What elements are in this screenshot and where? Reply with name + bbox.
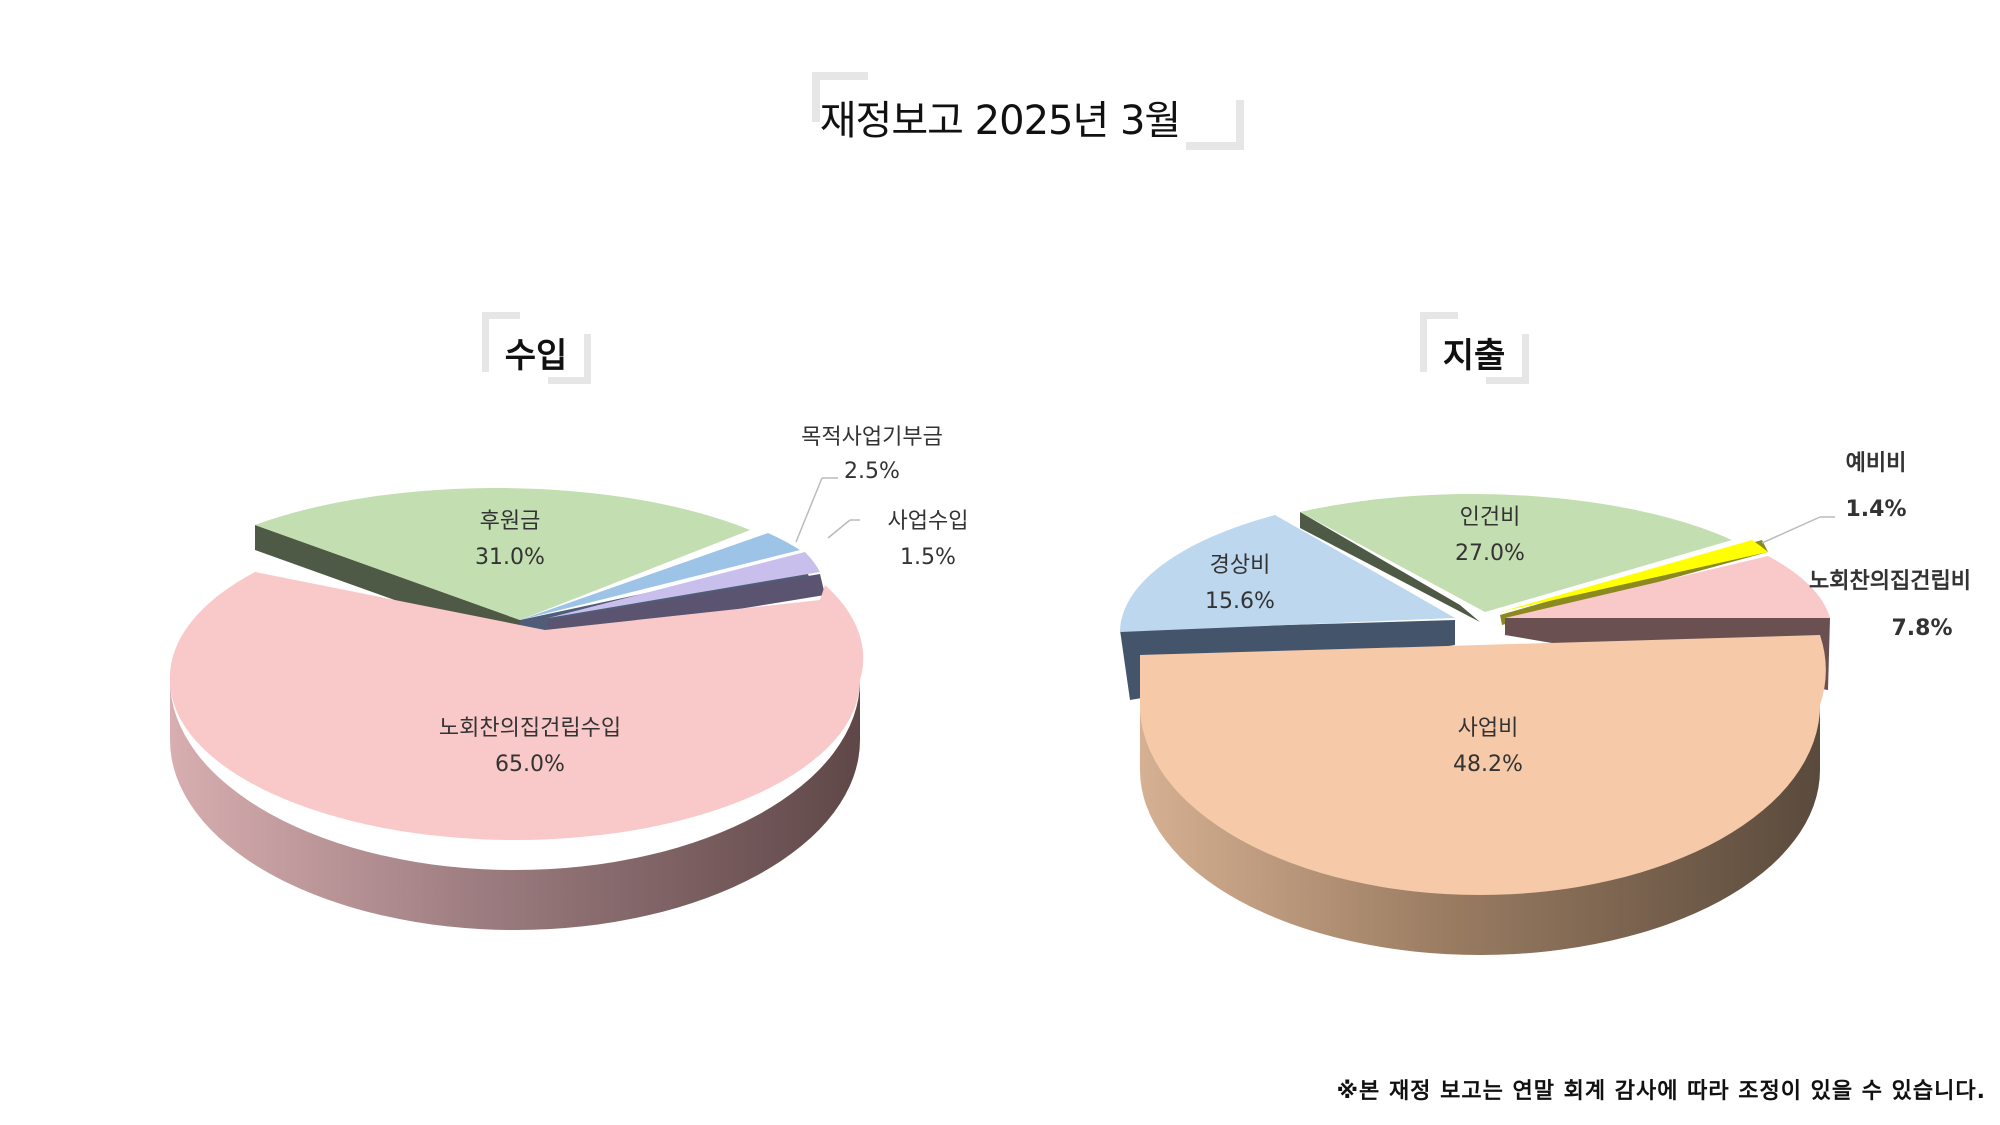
data-label-labor-cost: 인건비 xyxy=(1460,505,1521,530)
data-value-reserve: 1.4% xyxy=(1845,497,1906,522)
slice-house-fund xyxy=(169,572,864,840)
data-label-business-income: 사업수입 xyxy=(888,509,969,534)
data-label-operating-cost: 경상비 xyxy=(1210,553,1271,578)
slice-business-income xyxy=(548,552,820,618)
slice-labor-cost xyxy=(1300,494,1732,612)
expense-pie xyxy=(1120,494,1835,955)
data-value-business-cost: 48.2% xyxy=(1453,752,1523,777)
data-value-purpose-donation: 2.5% xyxy=(844,459,900,484)
data-label-business-cost: 사업비 xyxy=(1458,716,1519,741)
data-value-house-fund: 65.0% xyxy=(495,752,565,777)
title-bracket-decoration xyxy=(812,72,1244,150)
data-label-purpose-donation: 목적사업기부금 xyxy=(801,425,943,450)
slice-business-cost xyxy=(1140,635,1826,895)
slice-side-house-fund xyxy=(170,680,860,930)
expense-title-bracket xyxy=(1420,312,1529,384)
slice-operating-cost xyxy=(1120,515,1455,632)
footer-note: ※본 재정 보고는 연말 회계 감사에 따라 조정이 있을 수 있습니다. xyxy=(1336,1079,1986,1104)
slice-side-business-cost xyxy=(1140,705,1820,955)
page-title: 재정보고 2025년 3월 xyxy=(819,98,1181,144)
data-value-labor-cost: 27.0% xyxy=(1455,541,1525,566)
data-label-house-construction: 노회찬의집건립비 xyxy=(1809,569,1971,594)
slice-house-construction xyxy=(1505,556,1830,618)
revenue-slice-labels: 후원금 31.0% 목적사업기부금 2.5% 사업수입 1.5% 노회찬의집건립… xyxy=(439,425,969,777)
expense-chart-title: 지출 xyxy=(1442,336,1506,376)
revenue-title-bracket xyxy=(482,312,591,384)
data-value-house-construction: 7.8% xyxy=(1891,616,1952,641)
slice-purpose-donation xyxy=(520,533,800,620)
data-label-sponsorship: 후원금 xyxy=(480,509,541,534)
data-label-reserve: 예비비 xyxy=(1846,451,1907,476)
data-value-business-income: 1.5% xyxy=(900,545,956,570)
revenue-pie xyxy=(169,477,864,930)
data-value-operating-cost: 15.6% xyxy=(1205,589,1275,614)
slice-sponsorship xyxy=(255,488,750,620)
slice-reserve xyxy=(1500,540,1768,612)
data-label-house-fund: 노회찬의집건립수입 xyxy=(439,716,621,741)
revenue-chart-title: 수입 xyxy=(504,336,568,376)
slice-side-labor-cost xyxy=(1300,512,1480,622)
expense-slice-labels: 인건비 27.0% 경상비 15.6% 예비비 1.4% 노회찬의집건립비 7.… xyxy=(1205,451,1971,777)
data-value-sponsorship: 31.0% xyxy=(475,545,545,570)
